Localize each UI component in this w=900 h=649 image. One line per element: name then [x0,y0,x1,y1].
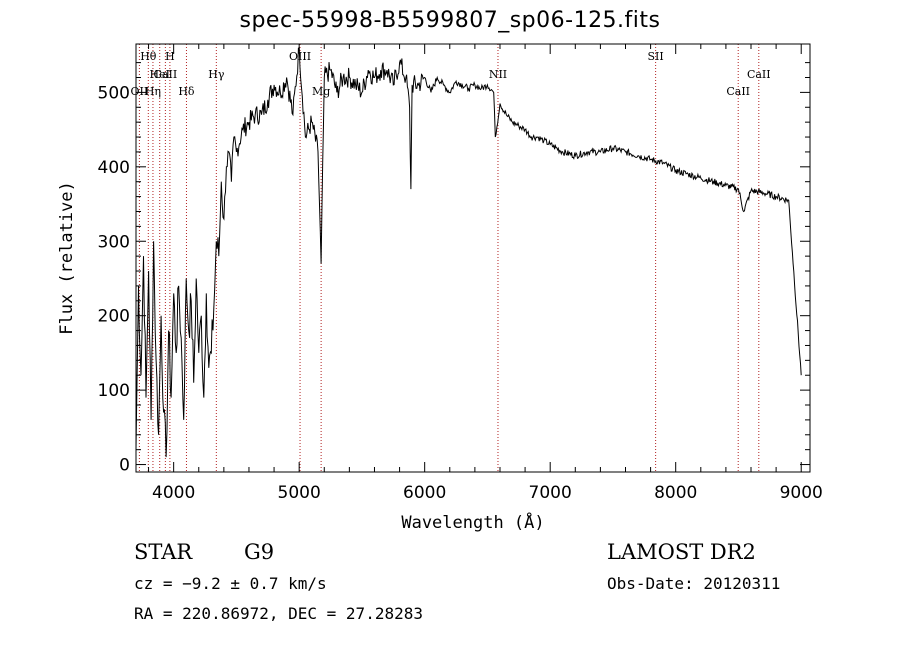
y-axis-ticks: 0 100 200 300 400 500 [98,62,810,476]
x-tick-label: 4000 [152,483,195,503]
y-axis-label: Flux (relative) [57,181,77,335]
redshift-cz: cz = −9.2 ± 0.7 km/s [134,574,327,593]
y-tick-label: 0 [119,456,130,476]
spectral-line-label: CaII [726,85,750,98]
object-class: STAR [134,540,193,564]
y-tick-label: 500 [98,83,130,103]
x-tick-label: 7000 [529,483,572,503]
object-subclass: G9 [244,540,275,564]
plot-frame [135,43,811,473]
x-tick-label: 6000 [403,483,446,503]
spectral-line-label: OII [131,85,149,98]
spectral-line-label: SII [648,50,664,63]
spectral-line-label: HeI [149,68,169,81]
x-tick-label: 5000 [278,483,321,503]
y-tick-label: 300 [98,232,130,252]
x-tick-label: 9000 [780,483,823,503]
obs-date: Obs-Date: 20120311 [607,574,781,593]
spectral-line-label: Hδ [178,85,195,98]
spectral-line-label: CaII [154,68,178,81]
survey-name: LAMOST DR2 [607,540,756,564]
x-axis-label: Wavelength (Å) [401,511,544,533]
spectral-line-label: H [165,50,175,63]
spectral-line-label: Hθ [140,50,157,63]
y-tick-label: 400 [98,158,130,178]
spectral-line-label: Hη [145,85,161,98]
x-axis-ticks: 4000 5000 6000 7000 8000 9000 [148,44,823,503]
x-tick-label: 8000 [654,483,697,503]
spectrum-line [135,46,802,458]
y-tick-label: 100 [98,381,130,401]
spectral-line-label: Mg [312,85,330,98]
y-tick-label: 200 [98,307,130,327]
spectral-line-label: Hγ [208,68,225,81]
ra-dec: RA = 220.86972, DEC = 27.28283 [134,604,423,623]
spectral-line-label: CaII [747,68,771,81]
spectral-line-label: NII [489,68,507,81]
spectral-line-markers [138,44,760,472]
chart-title: spec-55998-B5599807_sp06-125.fits [239,8,661,33]
